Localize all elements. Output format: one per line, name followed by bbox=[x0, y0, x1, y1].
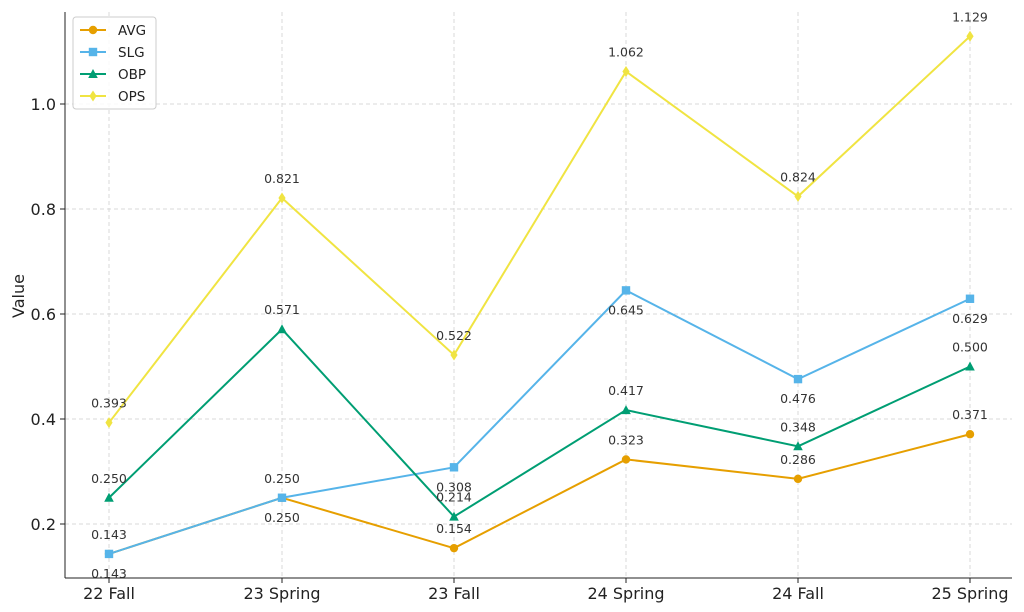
grid-lines bbox=[65, 12, 1012, 578]
data-label-obp: 0.250 bbox=[91, 471, 127, 486]
series-obp-point bbox=[621, 405, 631, 415]
series-ops-point bbox=[278, 192, 286, 204]
data-label-avg: 0.286 bbox=[780, 452, 816, 467]
series-slg-point bbox=[793, 374, 803, 384]
legend-item-ops: OPS bbox=[80, 89, 145, 105]
data-label-ops: 0.824 bbox=[780, 169, 816, 184]
series-obp-point bbox=[277, 324, 287, 334]
data-label-obp: 0.417 bbox=[608, 383, 644, 398]
data-label-ops: 0.522 bbox=[436, 328, 472, 343]
legend-label: OPS bbox=[118, 89, 145, 105]
legend-swatch-marker bbox=[88, 69, 98, 78]
data-label-avg: 0.143 bbox=[91, 566, 127, 581]
data-label-slg: 0.143 bbox=[91, 527, 127, 542]
series-ops-point bbox=[622, 65, 630, 77]
series-obp-point bbox=[449, 511, 459, 521]
series-obp bbox=[104, 324, 975, 521]
series-avg bbox=[104, 430, 975, 559]
data-label-avg: 0.250 bbox=[264, 510, 300, 525]
x-tick-label: 22 Fall bbox=[83, 584, 135, 603]
x-tick-label: 24 Fall bbox=[772, 584, 824, 603]
x-tick-label: 23 Spring bbox=[243, 584, 320, 603]
series-avg-point bbox=[621, 455, 631, 464]
data-label-avg: 0.371 bbox=[952, 407, 988, 422]
legend-swatch-marker bbox=[88, 47, 98, 57]
legend-item-slg: SLG bbox=[80, 45, 145, 61]
data-label-ops: 1.062 bbox=[608, 44, 644, 59]
data-label-ops: 0.821 bbox=[264, 171, 300, 186]
legend: AVG SLG OBP OPS bbox=[72, 16, 157, 110]
data-label-slg: 0.629 bbox=[952, 311, 988, 326]
data-label-obp: 0.348 bbox=[780, 419, 816, 434]
y-tick-label: 0.8 bbox=[31, 200, 56, 219]
data-label-slg: 0.476 bbox=[780, 391, 816, 406]
y-axis-title: Value bbox=[9, 274, 28, 318]
data-label-avg: 0.154 bbox=[436, 521, 472, 536]
series-avg-line bbox=[108, 433, 971, 555]
series-obp-line bbox=[108, 327, 971, 518]
data-label-avg: 0.323 bbox=[608, 432, 644, 447]
series-ops bbox=[105, 30, 974, 429]
y-tick-label: 1.0 bbox=[31, 95, 56, 114]
x-tick-label: 23 Fall bbox=[428, 584, 480, 603]
series-slg-point bbox=[449, 463, 459, 472]
series-slg bbox=[104, 286, 975, 559]
legend-item-obp: OBP bbox=[80, 67, 146, 83]
y-tick-label: 0.6 bbox=[31, 305, 56, 324]
data-label-ops: 0.393 bbox=[91, 396, 127, 411]
x-tick-label: 24 Spring bbox=[587, 584, 664, 603]
data-label-slg: 0.250 bbox=[264, 471, 300, 486]
x-ticks: 22 Fall 23 Spring 23 Fall 24 Spring 24 Fall 2… bbox=[83, 578, 1009, 603]
y-tick-label: 0.2 bbox=[31, 515, 56, 534]
data-label-obp: 0.571 bbox=[264, 302, 300, 317]
legend-label: OBP bbox=[118, 67, 146, 83]
x-tick-label: 25 Spring bbox=[931, 584, 1008, 603]
legend-swatch-marker bbox=[89, 90, 97, 102]
series-slg-point bbox=[104, 549, 114, 559]
series-ops-point bbox=[966, 30, 974, 42]
legend-swatch-marker bbox=[88, 25, 98, 35]
axes bbox=[64, 12, 1012, 579]
series-ops-point bbox=[105, 417, 113, 429]
data-label-obp: 0.500 bbox=[952, 340, 988, 355]
y-ticks: 0.2 0.4 0.6 0.8 1.0 bbox=[31, 95, 65, 534]
series-avg-point bbox=[965, 430, 975, 439]
data-labels: 0.143 0.250 0.154 0.323 0.286 0.371 0.143 0.250… bbox=[91, 9, 988, 581]
series-slg-point bbox=[277, 493, 287, 502]
legend-label: AVG bbox=[118, 23, 146, 39]
data-label-slg: 0.308 bbox=[436, 479, 472, 494]
legend-box bbox=[72, 16, 157, 110]
y-tick-label: 0.4 bbox=[31, 410, 56, 429]
series-slg-line bbox=[108, 289, 971, 555]
data-label-ops: 1.129 bbox=[952, 9, 988, 24]
series-slg-point bbox=[621, 286, 631, 295]
data-label-slg: 0.645 bbox=[608, 302, 644, 317]
series-obp-point bbox=[965, 361, 975, 371]
series-obp-point bbox=[793, 441, 803, 451]
data-label-obp: 0.214 bbox=[436, 490, 472, 505]
series-obp-point bbox=[104, 492, 114, 502]
series-ops-line bbox=[108, 35, 971, 424]
series-avg-point bbox=[449, 543, 459, 553]
series-layer bbox=[104, 30, 975, 559]
legend-item-avg: AVG bbox=[80, 23, 146, 39]
series-ops-point bbox=[794, 190, 802, 202]
legend-label: SLG bbox=[118, 45, 145, 61]
series-slg-point bbox=[965, 294, 975, 303]
series-ops-point bbox=[450, 349, 458, 361]
series-avg-point bbox=[793, 474, 803, 484]
